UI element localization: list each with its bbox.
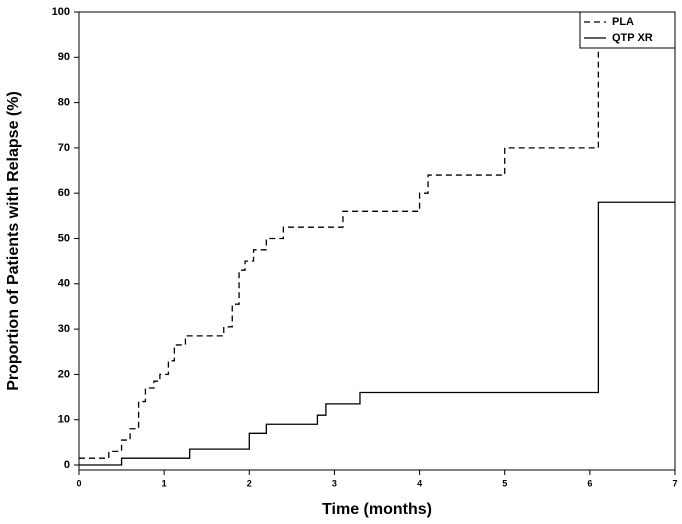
step-line xyxy=(79,201,675,466)
x-axis-title: Time (months) xyxy=(322,501,432,518)
y-tick-label: 80 xyxy=(58,97,70,109)
legend-label: PLA xyxy=(612,16,634,28)
x-tick-label: 0 xyxy=(76,478,81,488)
y-tick-label: 40 xyxy=(58,278,70,290)
step-line xyxy=(79,12,600,459)
x-tick-label: 3 xyxy=(332,478,337,488)
x-tick-label: 6 xyxy=(587,478,592,488)
x-tick-label: 4 xyxy=(417,478,422,488)
legend-box xyxy=(579,11,676,49)
y-tick-label: 100 xyxy=(52,6,70,18)
y-tick-label: 50 xyxy=(58,232,70,244)
y-tick-label: 10 xyxy=(58,414,70,426)
y-tick-label: 0 xyxy=(64,459,70,471)
plot-frame xyxy=(78,11,676,471)
y-tick-label: 70 xyxy=(58,142,70,154)
y-tick-label: 60 xyxy=(58,187,70,199)
y-tick-label: 30 xyxy=(58,323,70,335)
x-tick-label: 7 xyxy=(672,478,677,488)
y-tick-label: 90 xyxy=(58,51,70,63)
x-tick-label: 5 xyxy=(502,478,507,488)
x-tick-label: 1 xyxy=(162,478,167,488)
y-axis-title: Proportion of Patients with Relapse (%) xyxy=(5,91,22,391)
legend-label: QTP XR xyxy=(612,32,653,44)
x-tick-label: 2 xyxy=(247,478,252,488)
y-tick-label: 20 xyxy=(58,368,70,380)
